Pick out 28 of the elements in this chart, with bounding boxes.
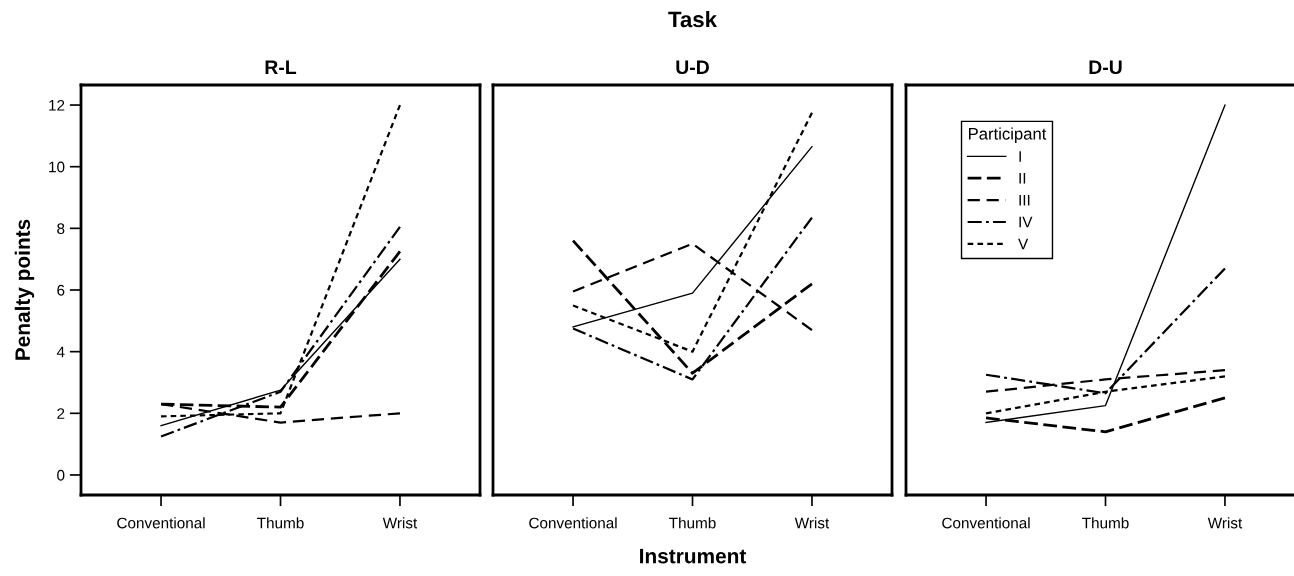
y-tick-label: 10 — [49, 161, 65, 173]
x-tick-label: Thumb — [669, 517, 716, 529]
legend-label: I — [1019, 151, 1021, 162]
x-tick-label: Conventional — [942, 517, 1030, 529]
chart-title: D-U — [1089, 60, 1122, 75]
x-tick-label: Thumb — [1082, 517, 1129, 529]
y-tick-label: 0 — [57, 469, 65, 481]
x-tick-label: Wrist — [794, 517, 830, 529]
y-axis-title: Penalty points — [14, 219, 35, 360]
legend-label: IV — [1019, 216, 1033, 228]
x-tick-label: Conventional — [117, 517, 205, 529]
chart-title: U-D — [676, 60, 709, 75]
legend-label: II — [1019, 173, 1026, 184]
legend-label: V — [1018, 238, 1029, 250]
legend-title: Participant — [969, 127, 1047, 143]
y-tick-label: 4 — [56, 346, 65, 358]
text: Task — [668, 10, 718, 28]
x-tick-label: Conventional — [529, 517, 617, 529]
x-tick-label: Wrist — [382, 517, 418, 529]
legend-label: III — [1019, 194, 1030, 206]
x-tick-label: Wrist — [1207, 517, 1243, 529]
x-axis-title: Instrument — [640, 548, 747, 564]
x-tick-label: Thumb — [257, 517, 304, 529]
y-tick-label: 8 — [57, 223, 65, 235]
y-tick-label: 6 — [57, 284, 65, 296]
y-tick-label: 2 — [57, 408, 65, 419]
chart-title: R-L — [265, 60, 297, 74]
y-tick-label: 12 — [49, 99, 65, 111]
